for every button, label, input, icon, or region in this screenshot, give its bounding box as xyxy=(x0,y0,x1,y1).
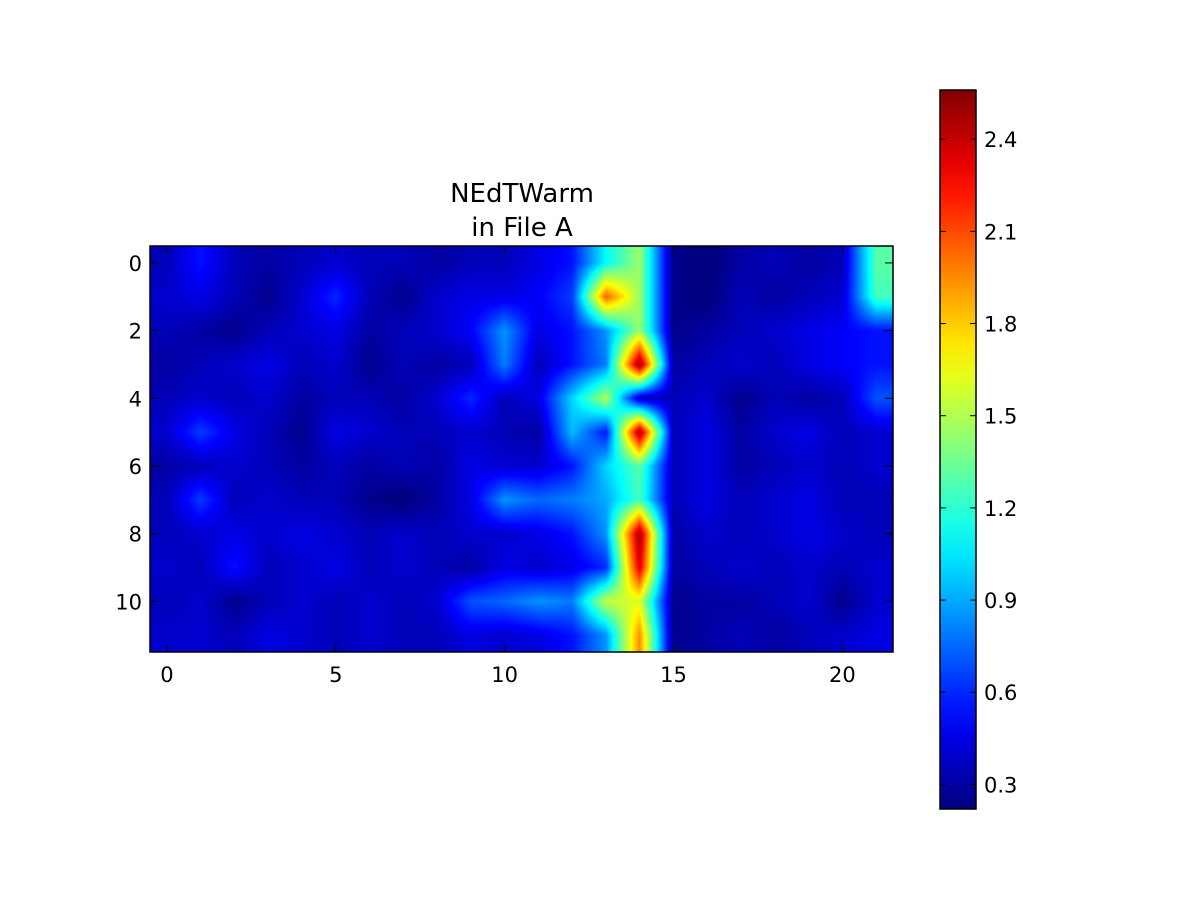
colorbar-ticks: 0.3 0.6 0.9 1.2 1.5 1.8 2.1 2.4 xyxy=(940,128,1017,797)
colorbar xyxy=(939,89,977,810)
y-tick-label: 2 xyxy=(129,320,142,344)
y-tick-label: 6 xyxy=(129,455,142,479)
chart-title-line-2: in File A xyxy=(471,213,573,243)
y-tick-label: 4 xyxy=(129,387,142,411)
heatmap-image xyxy=(150,246,893,652)
y-axis-ticks: 0 2 4 6 8 10 xyxy=(115,252,893,614)
x-tick-label: 5 xyxy=(329,663,342,687)
y-tick-label: 8 xyxy=(129,523,142,547)
x-tick-label: 15 xyxy=(660,663,687,687)
chart-title-line-1: NEdTWarm xyxy=(450,179,594,209)
x-tick-label: 20 xyxy=(829,663,856,687)
heatmap-area xyxy=(150,246,893,652)
colorbar-tick-label: 1.5 xyxy=(984,405,1017,429)
y-tick-label: 10 xyxy=(115,590,142,614)
colorbar-tick-label: 1.2 xyxy=(984,497,1017,521)
plot-frame xyxy=(149,245,894,653)
colorbar-tick-label: 0.3 xyxy=(984,773,1017,797)
x-tick-label: 0 xyxy=(160,663,173,687)
colorbar-tick-label: 0.9 xyxy=(984,589,1017,613)
y-tick-label: 0 xyxy=(129,252,142,276)
colorbar-tick-label: 2.1 xyxy=(984,220,1017,244)
x-axis-ticks: 0 5 10 15 20 xyxy=(160,246,856,687)
x-tick-label: 10 xyxy=(491,663,518,687)
colorbar-tick-label: 1.8 xyxy=(984,313,1017,337)
colorbar-tick-label: 2.4 xyxy=(984,128,1017,152)
colorbar-tick-label: 0.6 xyxy=(984,681,1017,705)
